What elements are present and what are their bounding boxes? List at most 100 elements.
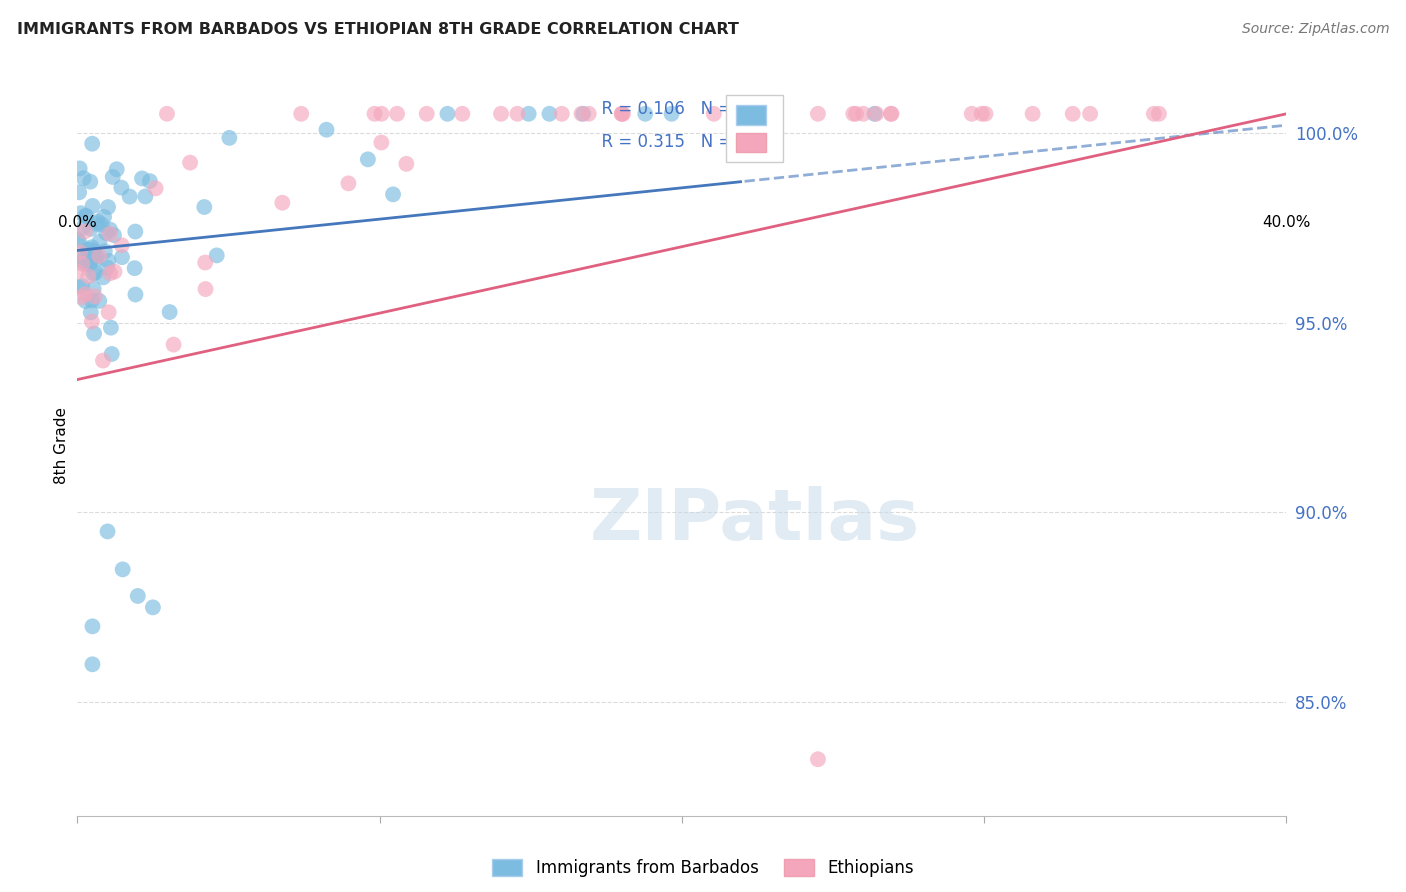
- Point: [75, 209, 97, 223]
- Point: [105, 162, 128, 177]
- Point: [82, 267, 104, 281]
- Point: [194, 255, 217, 269]
- Point: [93, 210, 115, 224]
- Point: [84, 217, 107, 231]
- Point: [193, 200, 215, 214]
- Point: [703, 107, 725, 121]
- Point: [67, 235, 90, 249]
- Point: [84, 248, 107, 262]
- Point: [612, 107, 634, 121]
- Point: [83, 282, 105, 296]
- Point: [79, 175, 101, 189]
- Point: [1078, 107, 1101, 121]
- Point: [77, 257, 100, 271]
- Point: [1021, 107, 1043, 121]
- Point: [69, 245, 91, 260]
- Text: ZIPatlas: ZIPatlas: [589, 485, 920, 555]
- Point: [416, 107, 439, 121]
- Point: [363, 107, 385, 121]
- Point: [118, 189, 141, 203]
- Point: [80, 293, 103, 308]
- Point: [80, 314, 103, 328]
- Y-axis label: 8th Grade: 8th Grade: [53, 408, 69, 484]
- Point: [370, 107, 392, 121]
- Point: [134, 189, 156, 203]
- Point: [98, 227, 121, 241]
- Text: Source: ZipAtlas.com: Source: ZipAtlas.com: [1241, 22, 1389, 37]
- Point: [218, 131, 240, 145]
- Point: [162, 337, 184, 351]
- Point: [370, 136, 392, 150]
- Point: [84, 266, 107, 280]
- Point: [357, 153, 380, 167]
- Point: [97, 200, 120, 214]
- Point: [82, 199, 104, 213]
- Point: [80, 240, 103, 254]
- Point: [76, 243, 98, 257]
- Point: [661, 107, 683, 121]
- Point: [159, 305, 181, 319]
- Point: [124, 261, 146, 276]
- Point: [89, 293, 111, 308]
- Point: [91, 270, 114, 285]
- Point: [127, 589, 149, 603]
- Point: [337, 177, 360, 191]
- Text: R = 0.106   N = 86: R = 0.106 N = 86: [592, 100, 759, 118]
- Point: [82, 657, 104, 672]
- Point: [124, 287, 146, 301]
- Point: [69, 206, 91, 220]
- Point: [84, 252, 107, 267]
- Point: [72, 253, 94, 268]
- Point: [83, 326, 105, 341]
- Point: [111, 250, 134, 264]
- Point: [852, 107, 875, 121]
- Point: [1143, 107, 1166, 121]
- Point: [205, 248, 228, 262]
- Point: [87, 215, 110, 229]
- Point: [880, 107, 903, 121]
- Point: [110, 180, 132, 194]
- Point: [72, 257, 94, 271]
- Point: [970, 107, 993, 121]
- Point: [290, 107, 312, 121]
- Point: [385, 107, 408, 121]
- Text: IMMIGRANTS FROM BARBADOS VS ETHIOPIAN 8TH GRADE CORRELATION CHART: IMMIGRANTS FROM BARBADOS VS ETHIOPIAN 8T…: [17, 22, 738, 37]
- Point: [98, 266, 121, 280]
- Point: [111, 238, 134, 252]
- Point: [578, 107, 600, 121]
- Point: [807, 107, 830, 121]
- Point: [1062, 107, 1084, 121]
- Point: [97, 305, 120, 319]
- Point: [75, 294, 97, 309]
- Point: [94, 244, 117, 259]
- Point: [86, 249, 108, 263]
- Point: [315, 122, 337, 136]
- Point: [73, 224, 96, 238]
- Legend: , : ,: [725, 95, 783, 162]
- Point: [77, 253, 100, 268]
- Point: [69, 161, 91, 176]
- Point: [96, 260, 118, 275]
- Point: [103, 265, 125, 279]
- Point: [436, 107, 458, 121]
- Point: [489, 107, 512, 121]
- Point: [960, 107, 983, 121]
- Text: 0.0%: 0.0%: [58, 215, 97, 230]
- Point: [271, 195, 294, 210]
- Point: [89, 249, 111, 263]
- Point: [77, 249, 100, 263]
- Point: [382, 187, 405, 202]
- Point: [572, 107, 595, 121]
- Point: [451, 107, 474, 121]
- Point: [77, 269, 100, 284]
- Point: [610, 107, 633, 121]
- Point: [845, 107, 868, 121]
- Point: [156, 107, 179, 121]
- Point: [880, 107, 903, 121]
- Point: [96, 524, 118, 539]
- Point: [77, 242, 100, 256]
- Point: [80, 305, 103, 319]
- Point: [863, 107, 886, 121]
- Point: [517, 107, 540, 121]
- Point: [82, 136, 104, 151]
